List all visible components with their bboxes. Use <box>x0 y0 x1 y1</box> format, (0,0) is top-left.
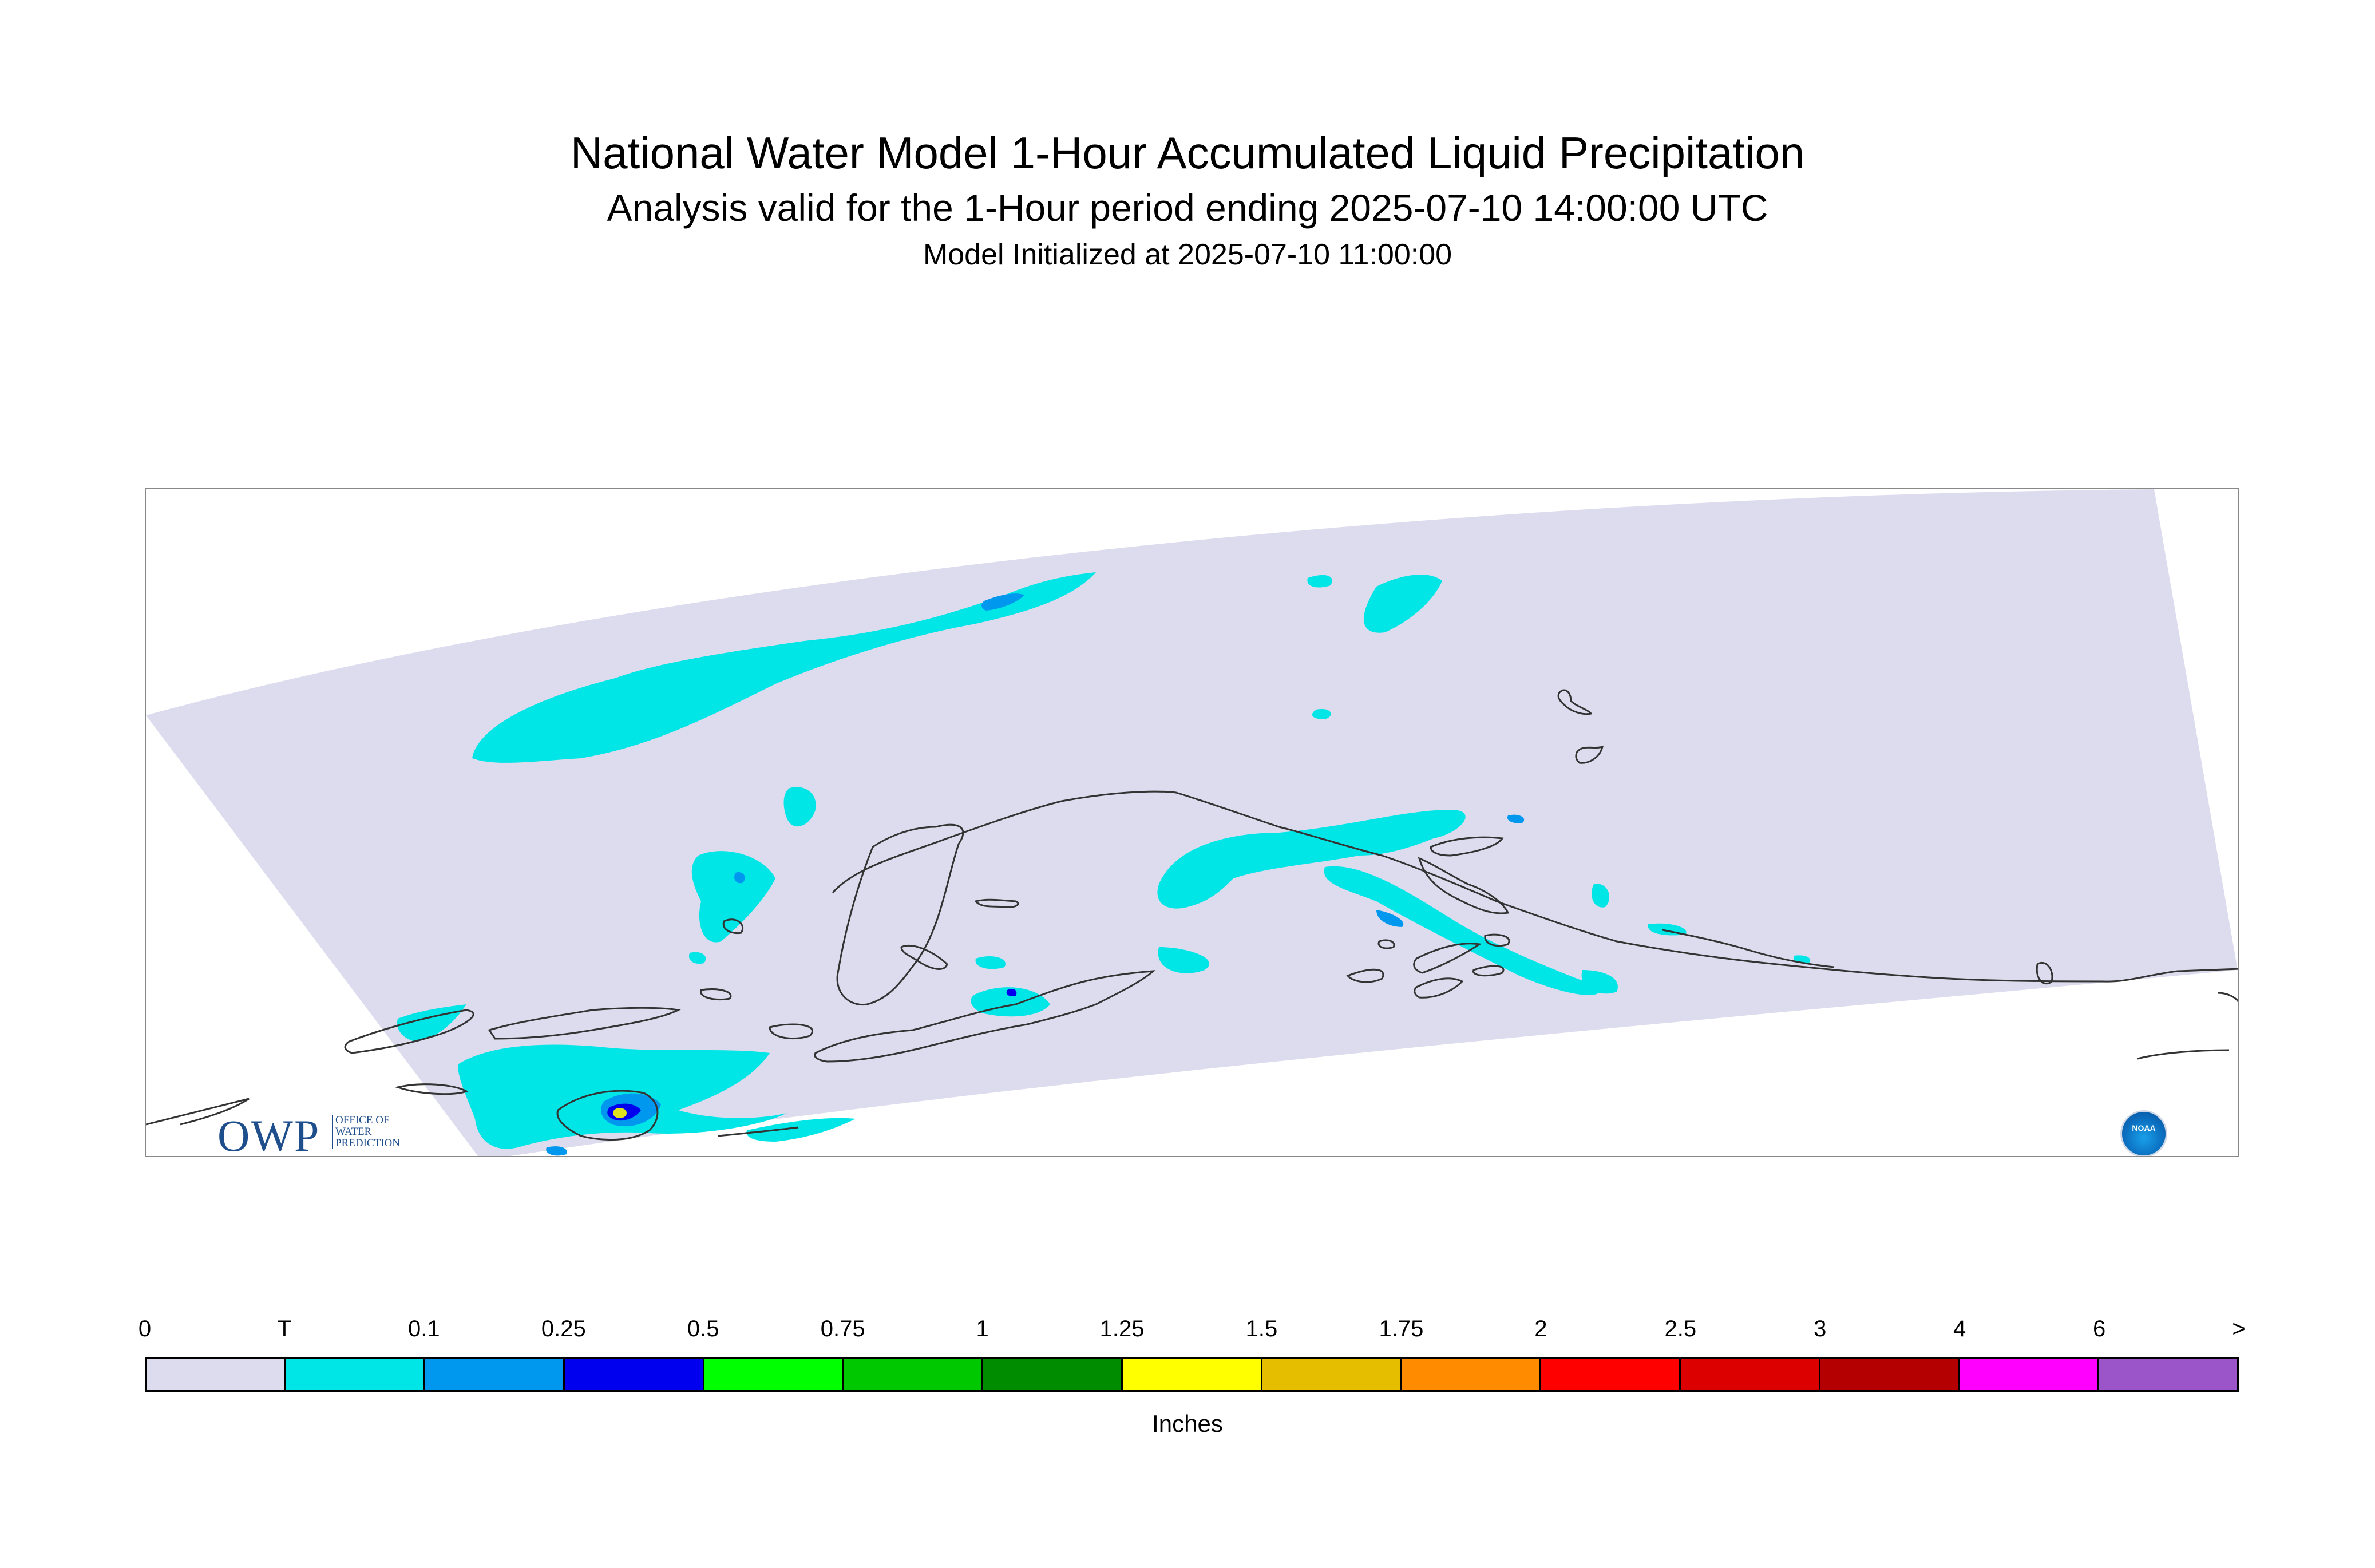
owp-logo: OWP OFFICE OF WATER PREDICTION <box>217 1110 400 1157</box>
legend-swatch <box>1960 1359 2100 1390</box>
legend-tick-label: 4 <box>1953 1316 1966 1341</box>
legend-tick-label: 0.5 <box>687 1316 719 1341</box>
legend-tick-label: 1.75 <box>1379 1316 1424 1341</box>
legend-swatch <box>1681 1359 1820 1390</box>
model-domain <box>146 489 2238 1156</box>
legend-swatch <box>1820 1359 1960 1390</box>
model-initialized-text: Model Initialized at 2025-07-10 11:00:00 <box>923 238 1452 271</box>
legend-tick-label: 0 <box>138 1316 152 1341</box>
legend-swatch <box>1262 1359 1402 1390</box>
legend-tick-label: 0.75 <box>820 1316 865 1341</box>
legend-tick-label: 2 <box>1534 1316 1547 1341</box>
legend-swatch <box>147 1359 286 1390</box>
legend-tick-label: 1.25 <box>1099 1316 1145 1341</box>
legend-tick-label: 2.5 <box>1664 1316 1697 1341</box>
noaa-logo: NOAA <box>2120 1110 2167 1156</box>
legend-swatch <box>1541 1359 1681 1390</box>
legend-swatch <box>425 1359 565 1390</box>
legend-tick-label: 0.1 <box>408 1316 440 1341</box>
map-canvas <box>146 489 2238 1156</box>
legend-tick-label: 1 <box>976 1316 989 1341</box>
legend-tick-label: > <box>2232 1316 2246 1341</box>
legend-swatch <box>565 1359 704 1390</box>
legend-swatch <box>844 1359 984 1390</box>
legend-tick-label: 3 <box>1814 1316 1827 1341</box>
legend-tick-label: 1.5 <box>1245 1316 1278 1341</box>
coastlines <box>146 689 2238 1141</box>
noaa-logo-text: NOAA <box>2132 1123 2156 1133</box>
legend-colorbar <box>145 1357 2239 1392</box>
owp-logo-text: OWP <box>217 1111 320 1157</box>
legend-tick-label: 0.25 <box>541 1316 586 1341</box>
owp-logo-subtext: OFFICE OF WATER PREDICTION <box>332 1115 410 1149</box>
legend-swatch <box>704 1359 844 1390</box>
map-subtitle: Analysis valid for the 1-Hour period end… <box>607 187 1768 229</box>
legend-tick-label: T <box>277 1316 292 1341</box>
precipitation-map: OWP OFFICE OF WATER PREDICTION NOAA <box>145 488 2239 1157</box>
legend-tick-label: 6 <box>2092 1316 2106 1341</box>
legend-swatch <box>1402 1359 1542 1390</box>
legend-units-label: Inches <box>1152 1410 1223 1437</box>
legend-swatch <box>1123 1359 1262 1390</box>
legend-swatch <box>286 1359 426 1390</box>
map-title: National Water Model 1-Hour Accumulated … <box>570 128 1805 178</box>
legend-swatch <box>2099 1359 2238 1390</box>
legend-swatch <box>983 1359 1123 1390</box>
